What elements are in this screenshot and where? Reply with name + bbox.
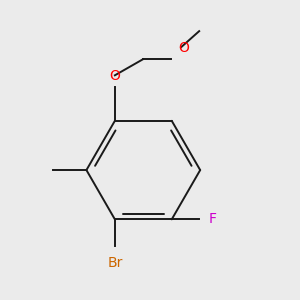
Text: Br: Br [107, 256, 123, 270]
Text: O: O [110, 69, 120, 83]
Text: O: O [178, 40, 189, 55]
Text: F: F [208, 212, 217, 226]
